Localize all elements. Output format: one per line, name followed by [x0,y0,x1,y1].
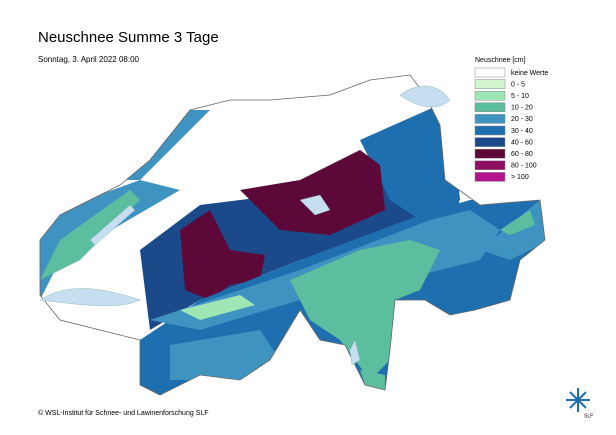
legend-label: 0 - 5 [511,81,525,88]
legend-swatch [474,172,506,182]
subtitle: Sonntag, 3. April 2022 08:00 [38,55,140,64]
border [39,74,546,396]
legend-swatch [474,148,506,159]
legend-label: 60 - 80 [511,151,533,158]
legend-label: 5 - 10 [511,93,529,100]
logo [566,388,590,412]
legend-swatch [474,137,506,147]
logo-text: SLF [584,413,593,419]
legend-label: keine Werte [511,70,548,77]
legend-label: 10 - 20 [511,105,533,112]
legend-swatch [474,102,506,113]
legend-swatch [474,67,506,78]
legend-label: 80 - 100 [511,163,537,170]
legend-label: 20 - 30 [511,116,533,123]
copyright: © WSL-Institut für Schnee- und Lawinenfo… [38,409,209,417]
legend-label: > 100 [511,174,529,181]
legend-label: 40 - 60 [511,139,533,146]
legend-title: Neuschnee [cm] [475,57,526,64]
lakes [39,85,451,366]
legend-swatch [474,79,506,89]
legend-swatch [474,114,506,124]
legend-swatch [474,90,506,101]
legend-swatch [474,125,506,136]
title: Neuschnee Summe 3 Tage [38,29,219,46]
legend-label: 30 - 40 [511,128,533,135]
legend: keine Werte 0 - 5 5 - 10 10 - 20 20 - 30 30 -… [474,67,548,182]
legend-swatch [474,160,506,171]
